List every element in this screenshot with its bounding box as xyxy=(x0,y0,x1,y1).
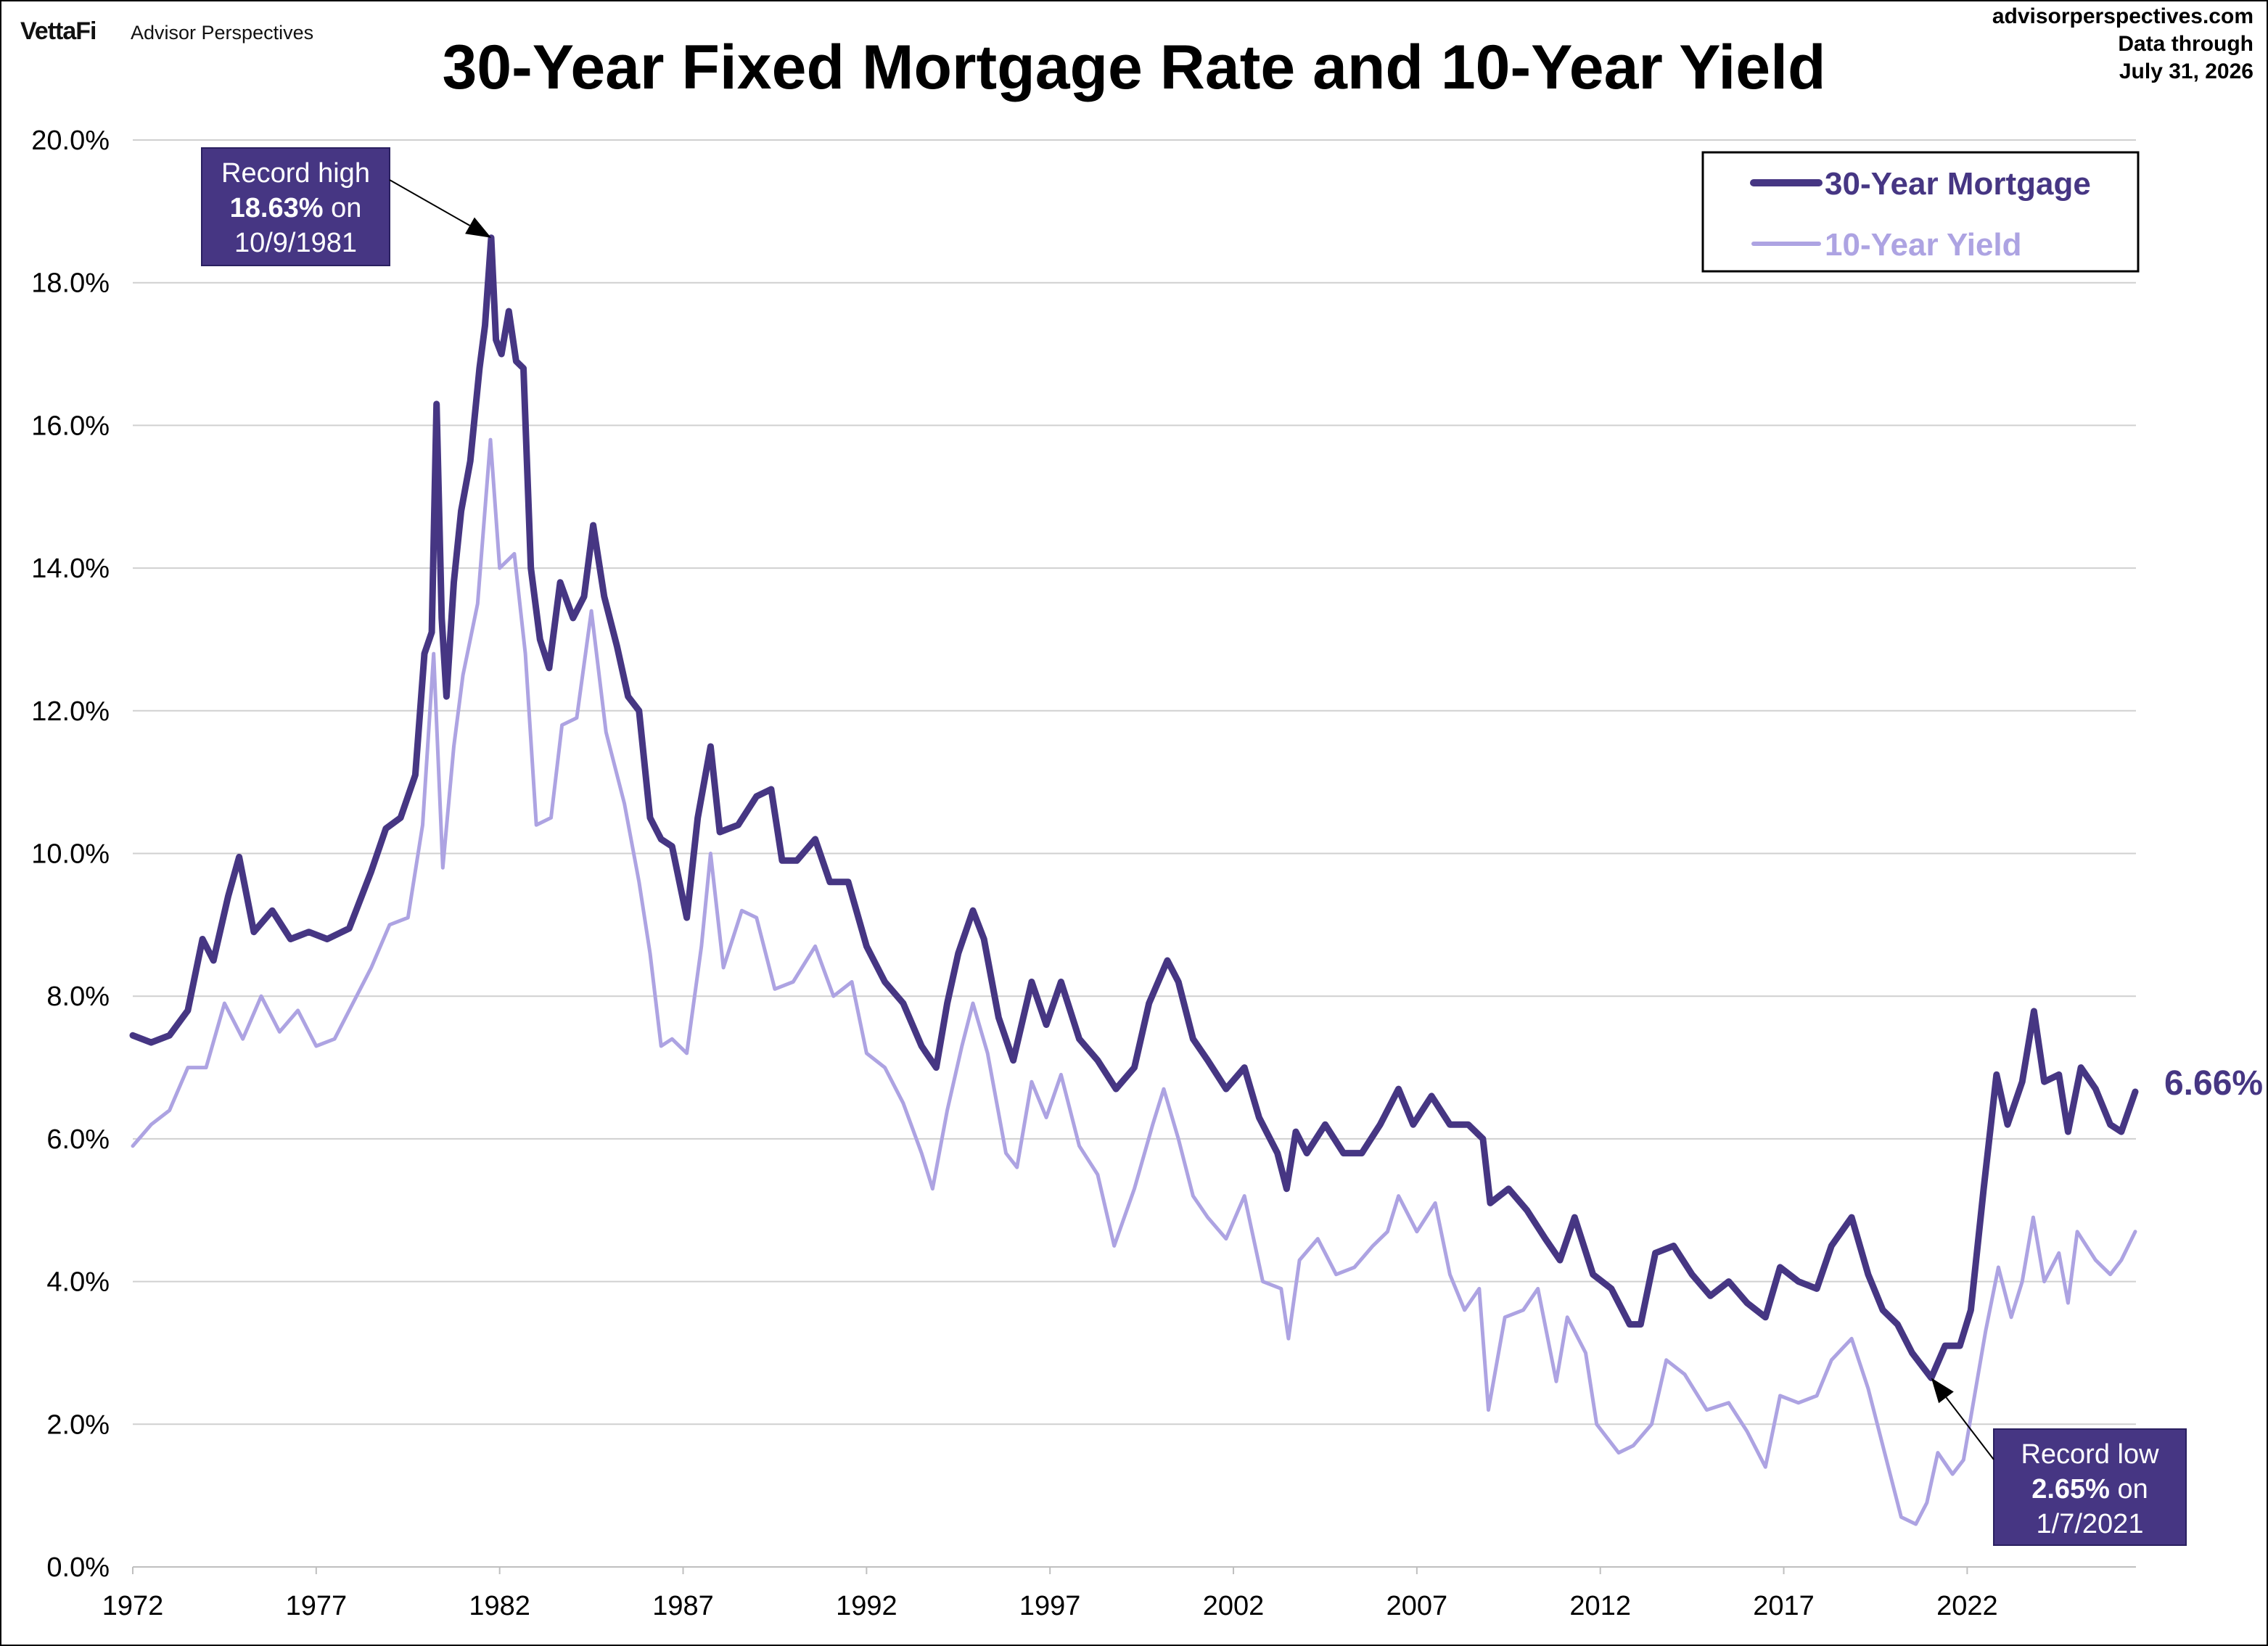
y-tick-label: 2.0% xyxy=(46,1410,110,1440)
legend-label: 10-Year Yield xyxy=(1825,227,2022,263)
annotation-line2: 18.63% on xyxy=(230,193,362,223)
y-tick-label: 18.0% xyxy=(31,268,110,299)
legend: 30-Year Mortgage 10-Year Yield xyxy=(1701,151,2140,273)
annotation-arrowhead xyxy=(1931,1378,1954,1404)
annotation-high: Record high 18.63% on 10/9/1981 xyxy=(201,147,492,266)
y-tick-label: 14.0% xyxy=(31,554,110,584)
x-tick-label: 2017 xyxy=(1753,1591,1815,1621)
y-tick-label: 12.0% xyxy=(31,696,110,727)
annotation-box xyxy=(201,147,390,266)
axes: 0.0% 2.0% 4.0% 6.0% 8.0% 10.0% 12.0% 14.0% 16.0%… xyxy=(31,125,2136,1621)
x-tick-label: 2002 xyxy=(1203,1591,1265,1621)
y-tick-label: 6.0% xyxy=(46,1124,110,1155)
annotation-line3: 10/9/1981 xyxy=(234,228,357,258)
vettafi-logo: VettaFi xyxy=(20,17,96,45)
annotation-arrowhead xyxy=(465,217,492,238)
x-tick-label: 1977 xyxy=(286,1591,348,1621)
data-through-date: July 31, 2026 xyxy=(2119,59,2253,83)
annotation-arrow-line xyxy=(389,179,470,226)
y-tick-label: 20.0% xyxy=(31,125,110,156)
annotation-line1: Record high xyxy=(221,158,370,189)
x-tick-label: 2012 xyxy=(1569,1591,1631,1621)
gridlines xyxy=(133,139,2136,1425)
annotation-on: on xyxy=(2110,1474,2148,1505)
annotation-low: Record low 2.65% on 1/7/2021 xyxy=(1931,1378,2187,1546)
series-line-mortgage xyxy=(129,234,2139,1381)
x-tick-label: 1992 xyxy=(836,1591,897,1621)
annotation-line2: 2.65% on xyxy=(2031,1474,2148,1505)
y-tick-label: 4.0% xyxy=(46,1267,110,1298)
chart-title: 30-Year Fixed Mortgage Rate and 10-Year … xyxy=(442,33,1826,102)
annotation-value: 2.65% xyxy=(2031,1474,2110,1505)
legend-label: 30-Year Mortgage xyxy=(1825,166,2091,202)
y-tick-label: 8.0% xyxy=(46,982,110,1012)
source-info: advisorperspectives.com Data through Jul… xyxy=(1992,3,2253,86)
end-value-label: 6.66% xyxy=(2164,1064,2263,1103)
annotation-box xyxy=(1993,1428,2187,1546)
legend-box xyxy=(1701,151,2140,273)
y-tick-label: 16.0% xyxy=(31,411,110,441)
x-tick-label: 1997 xyxy=(1019,1591,1081,1621)
site-url: advisorperspectives.com xyxy=(1992,4,2253,28)
series-line-yield xyxy=(131,437,2137,1526)
brand-subtitle: Advisor Perspectives xyxy=(131,22,314,44)
y-tick-label: 10.0% xyxy=(31,839,110,870)
x-tick-label: 1987 xyxy=(652,1591,714,1621)
x-tick-label: 1972 xyxy=(102,1591,164,1621)
annotation-line1: Record low xyxy=(2021,1439,2159,1470)
series-lines xyxy=(129,234,2139,1526)
annotation-line3: 1/7/2021 xyxy=(2037,1509,2144,1539)
annotation-arrow-line xyxy=(1945,1396,1994,1460)
x-tick-label: 2022 xyxy=(1936,1591,1998,1621)
x-tick-label: 1982 xyxy=(469,1591,530,1621)
annotation-value: 18.63% xyxy=(230,193,324,223)
x-tick-label: 2007 xyxy=(1386,1591,1448,1621)
data-through-label: Data through xyxy=(2118,32,2253,56)
annotation-on: on xyxy=(324,193,362,223)
y-tick-label: 0.0% xyxy=(46,1552,110,1583)
